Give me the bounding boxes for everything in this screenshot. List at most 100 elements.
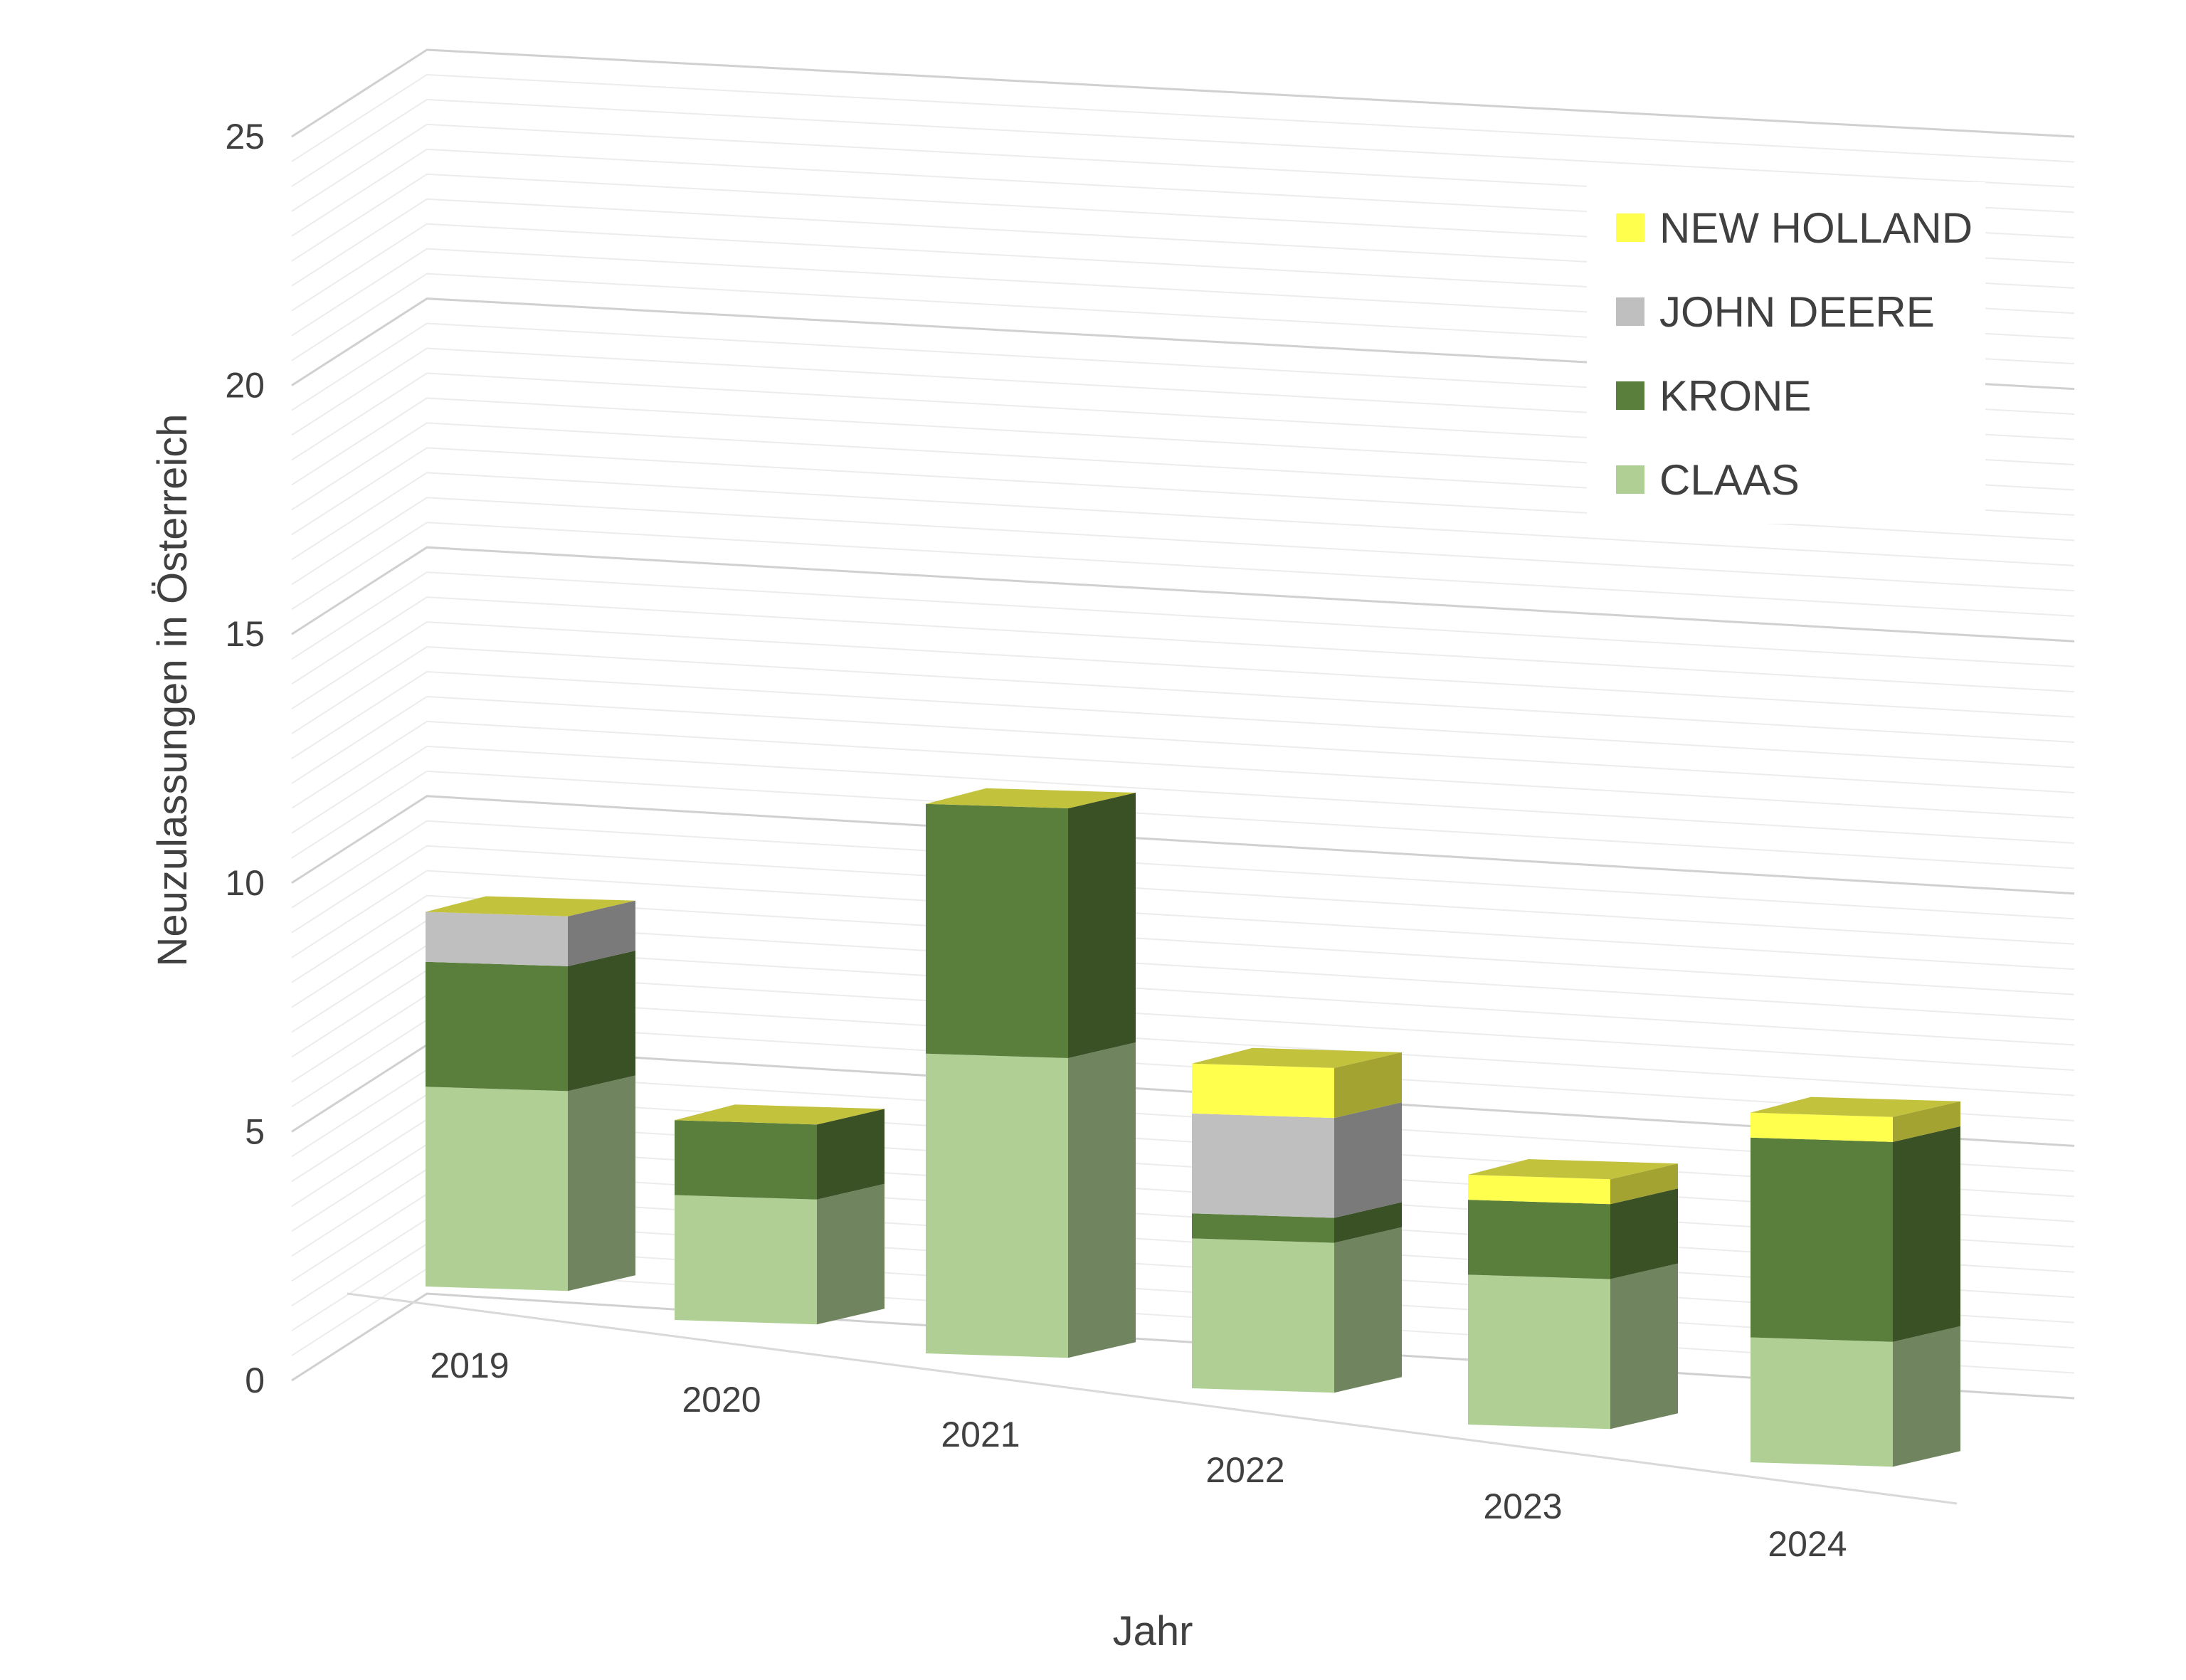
minor-gridline: [291, 894, 2075, 995]
legend-swatch-krone: [1616, 381, 1644, 410]
x-tick-label: 2023: [1483, 1486, 1562, 1526]
major-gridline: [291, 48, 2075, 138]
minor-gridline: [291, 472, 2075, 566]
bar-stack-2019: [426, 896, 635, 1291]
minor-gridline: [291, 98, 2075, 188]
bar-top-2024: [1751, 1097, 1960, 1117]
bar-side-claas-2023: [1610, 1263, 1678, 1430]
legend-background: [1587, 182, 1985, 524]
minor-gridline: [291, 670, 2075, 768]
minor-gridline: [291, 845, 2075, 945]
major-gridline: [291, 297, 2075, 391]
bar-new-holland-2024: [1751, 1112, 1893, 1142]
x-tick-label: 2021: [941, 1415, 1020, 1454]
minor-gridline: [291, 720, 2075, 819]
bar-side-new-holland-2022: [1334, 1052, 1402, 1119]
bar-stack-2022: [1192, 1047, 1402, 1393]
minor-gridline: [291, 273, 2075, 365]
major-gridline: [291, 795, 2075, 895]
bar-side-claas-2022: [1334, 1227, 1402, 1393]
legend-label-krone: KRONE: [1659, 372, 1811, 420]
minor-gridline: [291, 397, 2075, 491]
floor-edge: [347, 1292, 1958, 1505]
minor-gridline: [291, 820, 2075, 920]
bar-side-krone-2019: [568, 950, 635, 1092]
bar-stack-2020: [675, 1104, 885, 1325]
bar-side-new-holland-2023: [1610, 1163, 1678, 1205]
minor-gridline: [291, 745, 2075, 844]
bar-stack-2021: [926, 788, 1136, 1358]
x-tick-label: 2022: [1205, 1450, 1284, 1490]
bar-side-john-deere-2022: [1334, 1102, 1402, 1218]
bar-side-claas-2021: [1068, 1042, 1136, 1358]
bar-claas-2019: [426, 1087, 568, 1291]
bars: [426, 788, 1960, 1467]
bar-claas-2022: [1192, 1238, 1334, 1393]
bar-krone-2019: [426, 961, 568, 1092]
bar-side-john-deere-2019: [568, 900, 635, 966]
y-tick-label: 5: [245, 1111, 265, 1151]
minor-gridline: [291, 372, 2075, 465]
bar-claas-2021: [926, 1053, 1068, 1358]
minor-gridline: [291, 621, 2075, 718]
bar-top-2021: [926, 788, 1136, 808]
bar-side-krone-2021: [1068, 793, 1136, 1058]
bar-top-2019: [426, 896, 635, 916]
minor-gridline: [291, 347, 2075, 440]
minor-gridline: [291, 646, 2075, 744]
minor-gridline: [291, 522, 2075, 617]
x-axis-title: Jahr: [1113, 1608, 1193, 1654]
minor-gridline: [291, 173, 2075, 264]
minor-gridline: [291, 870, 2075, 971]
bar-john-deere-2022: [1192, 1113, 1334, 1218]
legend-swatch-claas: [1616, 465, 1644, 494]
legend: NEW HOLLAND JOHN DEERE KRONE CLAAS: [1587, 182, 1985, 524]
minor-gridline: [291, 148, 2075, 238]
bar-claas-2024: [1751, 1337, 1893, 1467]
legend-label-john-deere: JOHN DEERE: [1659, 288, 1935, 336]
bar-side-claas-2024: [1893, 1326, 1960, 1467]
major-gridline: [291, 546, 2075, 643]
minor-gridline: [291, 596, 2075, 693]
bar-side-new-holland-2024: [1893, 1101, 1960, 1142]
minor-gridline: [291, 422, 2075, 516]
y-axis-ticks: 0 5 10 15 20 25: [225, 117, 265, 1400]
minor-gridline: [291, 223, 2075, 315]
minor-gridline: [291, 73, 2075, 163]
x-tick-label: 2019: [430, 1346, 509, 1385]
x-axis-ticks: 2019 2020 2021 2022 2023 2024: [430, 1346, 1847, 1564]
bar-krone-2023: [1468, 1200, 1610, 1279]
minor-gridline: [291, 497, 2075, 592]
bar-side-krone-2022: [1334, 1202, 1402, 1243]
bar-side-krone-2024: [1893, 1126, 1960, 1342]
bar-side-claas-2020: [817, 1183, 885, 1325]
y-tick-label: 20: [225, 366, 265, 406]
bar-krone-2022: [1192, 1213, 1334, 1243]
minor-gridline: [291, 447, 2075, 541]
x-tick-label: 2020: [682, 1380, 761, 1420]
bar-top-2022: [1192, 1047, 1402, 1068]
minor-gridline: [291, 322, 2075, 416]
y-tick-label: 25: [225, 117, 265, 157]
x-tick-label: 2024: [1768, 1524, 1847, 1564]
legend-label-claas: CLAAS: [1659, 456, 1800, 504]
minor-gridline: [291, 695, 2075, 793]
bar-side-krone-2020: [817, 1109, 885, 1200]
bar-krone-2024: [1751, 1137, 1893, 1342]
bar-claas-2020: [675, 1195, 817, 1325]
bar-krone-2021: [926, 803, 1068, 1058]
bar-side-krone-2023: [1610, 1188, 1678, 1279]
legend-swatch-john-deere: [1616, 297, 1644, 326]
minor-gridline: [291, 571, 2075, 667]
bar-john-deere-2019: [426, 912, 568, 966]
bar-stack-2024: [1751, 1097, 1960, 1467]
legend-label-new-holland: NEW HOLLAND: [1659, 204, 1973, 252]
bar-claas-2023: [1468, 1274, 1610, 1430]
minor-gridline: [291, 123, 2075, 213]
bar-new-holland-2023: [1468, 1175, 1610, 1205]
bar-krone-2020: [675, 1120, 817, 1200]
bar-top-2023: [1468, 1159, 1678, 1180]
y-axis-title: Neuzulassungen in Österreich: [149, 414, 196, 967]
y-tick-label: 10: [225, 863, 265, 903]
